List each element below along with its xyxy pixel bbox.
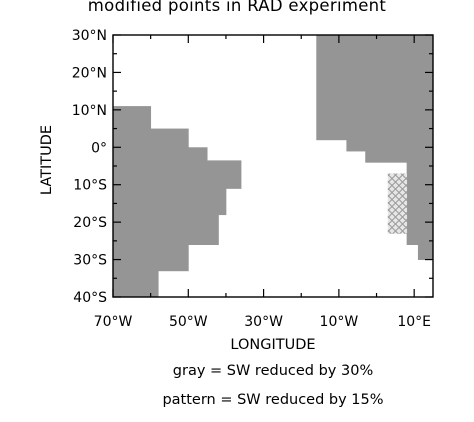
region-cell <box>316 35 434 141</box>
region-cell <box>113 160 242 189</box>
region-cell <box>406 162 434 245</box>
region-cell <box>113 214 219 245</box>
region-north-africa <box>316 35 434 163</box>
region-cell <box>346 139 359 152</box>
region-south-america <box>113 106 242 298</box>
region-cell <box>113 270 159 298</box>
x-tick-label: 70°W <box>94 314 133 330</box>
region-cell <box>357 139 434 152</box>
y-axis-title: LATITUDE <box>39 124 55 196</box>
y-tick-label: 40°S <box>73 290 107 306</box>
x-tick-label: 10°E <box>397 314 431 330</box>
y-tick-label: 0° <box>91 140 107 156</box>
region-cell <box>113 188 227 216</box>
y-tick-label: 10°N <box>72 103 107 119</box>
region-cell <box>113 106 152 129</box>
region-cell <box>113 147 208 161</box>
legend-pattern-note: pattern = SW reduced by 15% <box>162 392 384 408</box>
region-west-african-coast <box>387 173 408 234</box>
region-cell <box>365 151 377 163</box>
region-cell <box>113 128 189 148</box>
chart-title: modified points in RAD experiment <box>87 0 387 15</box>
x-tick-label: 30°W <box>244 314 283 330</box>
plot-frame <box>112 34 434 298</box>
y-tick-label: 10°S <box>73 178 107 194</box>
y-tick-label: 20°N <box>72 65 107 81</box>
region-cell <box>113 244 189 272</box>
region-cell <box>376 151 434 163</box>
region-cell <box>387 173 408 234</box>
y-tick-label: 20°S <box>73 215 107 231</box>
x-axis-title: LONGITUDE <box>230 337 316 353</box>
region-cell <box>417 244 434 260</box>
y-tick-label: 30°S <box>73 253 107 269</box>
region-southern-africa <box>406 162 434 260</box>
y-tick-label: 30°N <box>72 28 107 44</box>
x-tick-label: 10°W <box>320 314 359 330</box>
x-tick-label: 50°W <box>169 314 208 330</box>
legend-gray-note: gray = SW reduced by 30% <box>172 363 374 379</box>
